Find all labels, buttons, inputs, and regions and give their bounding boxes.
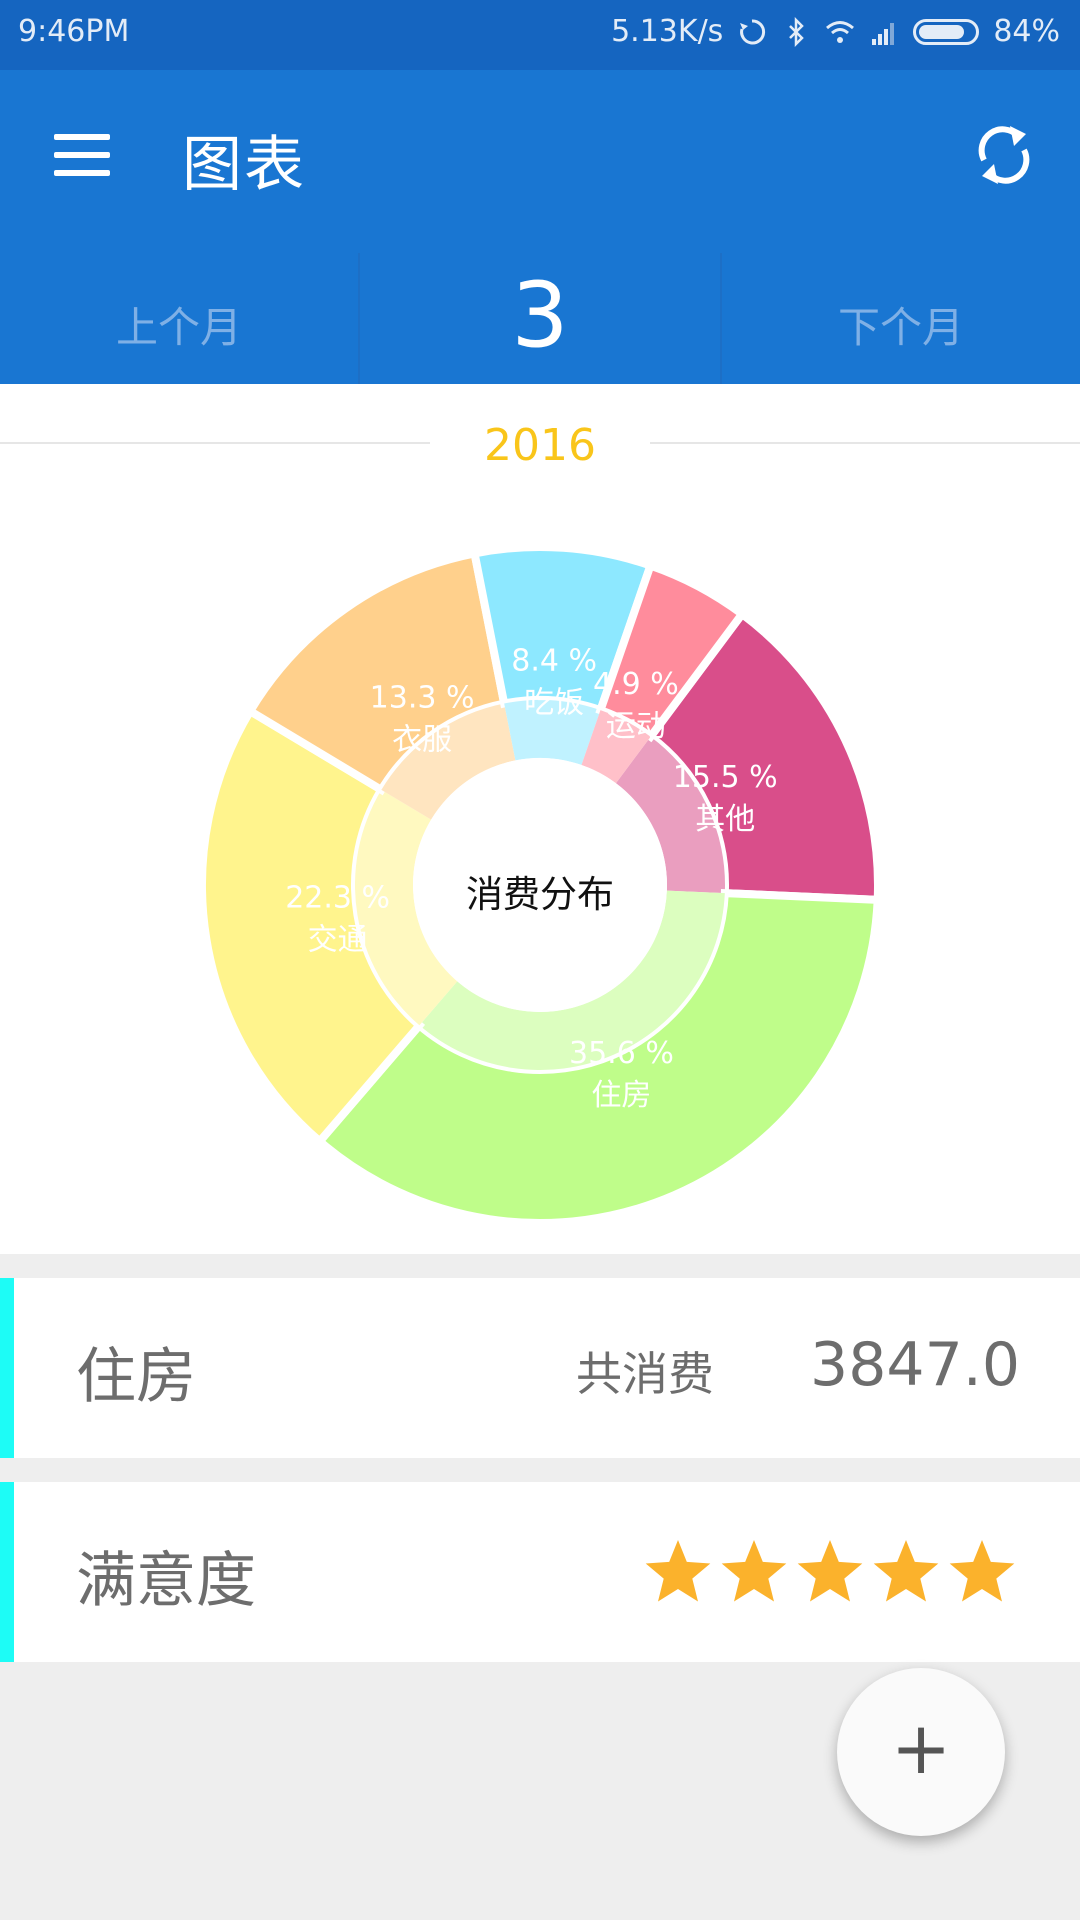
year-divider-right <box>650 442 1080 444</box>
plus-icon: + <box>890 1706 952 1790</box>
add-record-button[interactable]: + <box>837 1668 1005 1836</box>
star-icon[interactable] <box>870 1536 942 1608</box>
slice-inner-ring-3 <box>381 703 516 820</box>
status-time: 9:46PM <box>18 14 130 49</box>
expense-donut-chart[interactable]: 15.5 % 其他 35.6 % 住房 22.3 % 交通 13.3 % 衣服 8.4 % 吃饭 4… <box>0 384 1080 1254</box>
slice-inner-ring-0 <box>615 736 726 894</box>
slice-inner-ring-5 <box>581 710 651 784</box>
satisfaction-row: 满意度 <box>0 1482 1080 1662</box>
wifi-icon <box>826 20 855 43</box>
slice-percent-label: 8.4 % <box>511 643 597 678</box>
status-bar: 9:46PM 5.13K/s 84% <box>0 0 1080 70</box>
battery-percent: 84% <box>993 14 1060 49</box>
menu-icon-bar <box>54 170 110 176</box>
slice-percent-label: 4.9 % <box>593 667 679 702</box>
slice-category-label: 交通 <box>308 923 368 958</box>
current-month: 3 <box>511 263 569 368</box>
star-icon[interactable] <box>718 1536 790 1608</box>
star-icon[interactable] <box>794 1536 866 1608</box>
slice-inner-ring-4 <box>504 700 601 765</box>
next-month-button[interactable]: 下个月 <box>720 253 1080 384</box>
category-label: 住房 <box>76 1342 196 1412</box>
row-accent-strip <box>0 1482 14 1662</box>
slice-inner-ring-1 <box>419 890 725 1070</box>
row-accent-strip <box>0 1278 14 1458</box>
chart-center-label: 消费分布 <box>466 873 614 916</box>
slice-2[interactable] <box>198 705 426 1147</box>
battery-level <box>919 24 965 39</box>
menu-button[interactable] <box>54 134 110 178</box>
donut-hole <box>413 758 667 1012</box>
slice-category-label: 运动 <box>606 709 666 744</box>
category-summary-row[interactable]: 住房 共消费 3847.0 <box>0 1278 1080 1458</box>
slice-percent-label: 35.6 % <box>569 1036 674 1071</box>
status-icons: 5.13K/s 84% <box>611 14 1060 49</box>
year-divider-left <box>0 442 430 444</box>
refresh-icon[interactable] <box>972 120 1036 190</box>
menu-icon <box>54 134 110 140</box>
slice-category-label: 吃饭 <box>524 685 584 720</box>
slice-category-label: 衣服 <box>392 722 452 757</box>
star-icon[interactable] <box>642 1536 714 1608</box>
slice-percent-label: 22.3 % <box>285 881 390 916</box>
menu-icon-bar <box>54 152 110 158</box>
page-title: 图表 <box>182 130 306 200</box>
total-amount: 3847.0 <box>810 1330 1020 1400</box>
slice-category-label: 住房 <box>591 1078 651 1113</box>
chart-card: 2016 15.5 % 其他 35.6 % 住房 22.3 % 交通 13.3 % 衣服 8.4… <box>0 384 1080 1254</box>
slice-percent-label: 13.3 % <box>370 680 475 715</box>
total-label: 共消费 <box>576 1347 714 1401</box>
slice-percent-label: 15.5 % <box>673 760 778 795</box>
slice-category-label: 其他 <box>695 802 755 837</box>
sync-icon <box>740 18 766 44</box>
battery-icon <box>913 18 980 45</box>
satisfaction-label: 满意度 <box>76 1546 256 1616</box>
star-icon[interactable] <box>946 1536 1018 1608</box>
satisfaction-rating[interactable] <box>642 1536 1018 1608</box>
signal-icon <box>872 22 895 45</box>
month-navigation: 上个月 3 下个月 <box>0 253 1080 384</box>
app-bar: 图表 <box>0 70 1080 253</box>
previous-month-button[interactable]: 上个月 <box>0 253 360 384</box>
year-label: 2016 <box>484 420 596 471</box>
bluetooth-icon <box>789 16 805 47</box>
slice-inner-ring-2 <box>355 789 458 1026</box>
network-speed: 5.13K/s <box>611 14 724 49</box>
